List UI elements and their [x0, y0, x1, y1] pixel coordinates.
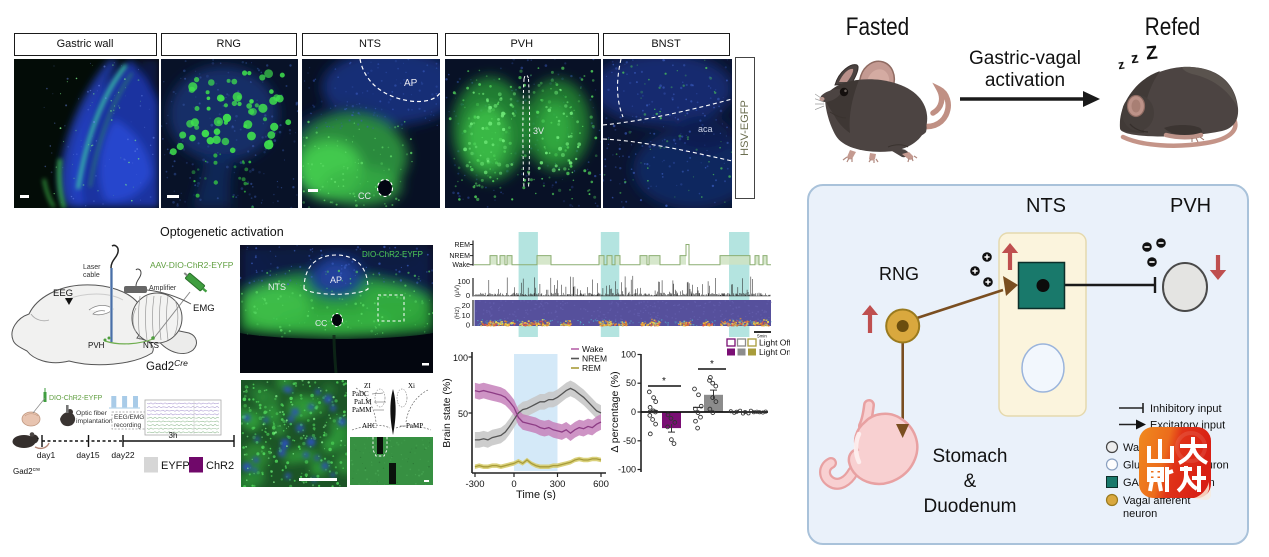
svg-text:Brain state (%): Brain state (%)	[441, 378, 453, 447]
svg-text:AP: AP	[404, 78, 418, 89]
svg-text:neuron: neuron	[1123, 508, 1157, 520]
svg-text:aca: aca	[698, 124, 713, 134]
svg-text:50: 50	[626, 378, 636, 388]
svg-text:*: *	[662, 376, 666, 387]
svg-text:NREM: NREM	[449, 253, 470, 260]
svg-text:50: 50	[458, 409, 468, 419]
svg-text:Light On: Light On	[759, 347, 790, 357]
svg-text:CC: CC	[315, 318, 327, 328]
svg-text:Δ percentage (%): Δ percentage (%)	[609, 371, 621, 452]
svg-text:0: 0	[511, 479, 516, 490]
svg-text:NREM: NREM	[582, 354, 607, 364]
svg-text:0: 0	[466, 291, 470, 300]
svg-text:EMG: EMG	[193, 303, 215, 314]
svg-text:Xi: Xi	[408, 382, 415, 390]
svg-text:EYFP: EYFP	[161, 460, 190, 472]
svg-text:NTS: NTS	[268, 282, 286, 292]
svg-text:day1: day1	[37, 450, 56, 460]
svg-text:DIO-ChR2-EYFP: DIO-ChR2-EYFP	[49, 395, 103, 402]
svg-text:Amplifier: Amplifier	[149, 285, 177, 292]
svg-text:3h: 3h	[169, 431, 178, 440]
svg-text:-100: -100	[618, 465, 636, 475]
svg-text:100: 100	[621, 350, 636, 360]
svg-text:AAV-DIO-ChR2-EYFP: AAV-DIO-ChR2-EYFP	[150, 260, 234, 270]
svg-text:Light Off: Light Off	[759, 338, 790, 348]
svg-text:AHC: AHC	[362, 422, 377, 430]
svg-text:cable: cable	[83, 272, 100, 279]
svg-text:Gad2Cre: Gad2Cre	[146, 358, 188, 373]
svg-text:implantation: implantation	[76, 418, 113, 425]
svg-text:PaLM: PaLM	[354, 398, 372, 406]
svg-text:300: 300	[550, 479, 566, 490]
svg-text:Inhibitory input: Inhibitory input	[1150, 403, 1222, 415]
svg-text:PaMP: PaMP	[406, 422, 423, 430]
svg-text:(Hz): (Hz)	[454, 307, 461, 319]
svg-text:10: 10	[462, 311, 470, 320]
svg-text:PaMM: PaMM	[352, 406, 372, 414]
svg-text:5min: 5min	[757, 334, 767, 339]
svg-text:0: 0	[466, 321, 470, 330]
svg-text:Gad2cre: Gad2cre	[13, 467, 40, 476]
svg-text:day15: day15	[76, 450, 99, 460]
svg-text:100: 100	[453, 353, 468, 363]
svg-text:recording: recording	[114, 422, 141, 429]
svg-text:(μV): (μV)	[454, 285, 461, 297]
svg-text:EEG: EEG	[53, 288, 73, 299]
svg-text:REM: REM	[582, 363, 601, 373]
svg-text:REM: REM	[454, 242, 470, 249]
svg-text:Optic fiber: Optic fiber	[76, 410, 108, 417]
svg-text:NTS: NTS	[143, 341, 159, 350]
svg-text:20: 20	[462, 301, 470, 310]
svg-text:CC: CC	[358, 191, 371, 201]
svg-text:AP: AP	[330, 275, 342, 285]
svg-text:EEG/EMG: EEG/EMG	[114, 414, 144, 421]
svg-text:DIO-ChR2-EYFP: DIO-ChR2-EYFP	[362, 250, 423, 259]
svg-text:100: 100	[457, 277, 470, 286]
svg-text:-300: -300	[465, 479, 484, 490]
svg-text:ZI: ZI	[364, 382, 371, 390]
svg-text:3V: 3V	[533, 126, 544, 136]
svg-text:Laser: Laser	[83, 264, 101, 271]
svg-text:PVH: PVH	[88, 341, 105, 350]
svg-text:Time (s): Time (s)	[516, 489, 556, 500]
svg-text:0: 0	[631, 407, 636, 417]
svg-text:600: 600	[593, 479, 609, 490]
svg-text:ChR2: ChR2	[206, 460, 234, 472]
svg-text:-50: -50	[623, 436, 636, 446]
svg-text:Wake: Wake	[582, 344, 604, 354]
svg-text:Wake: Wake	[452, 262, 470, 269]
svg-text:day22: day22	[111, 450, 134, 460]
svg-text:*: *	[710, 359, 714, 370]
svg-text:PaDC: PaDC	[352, 390, 369, 398]
